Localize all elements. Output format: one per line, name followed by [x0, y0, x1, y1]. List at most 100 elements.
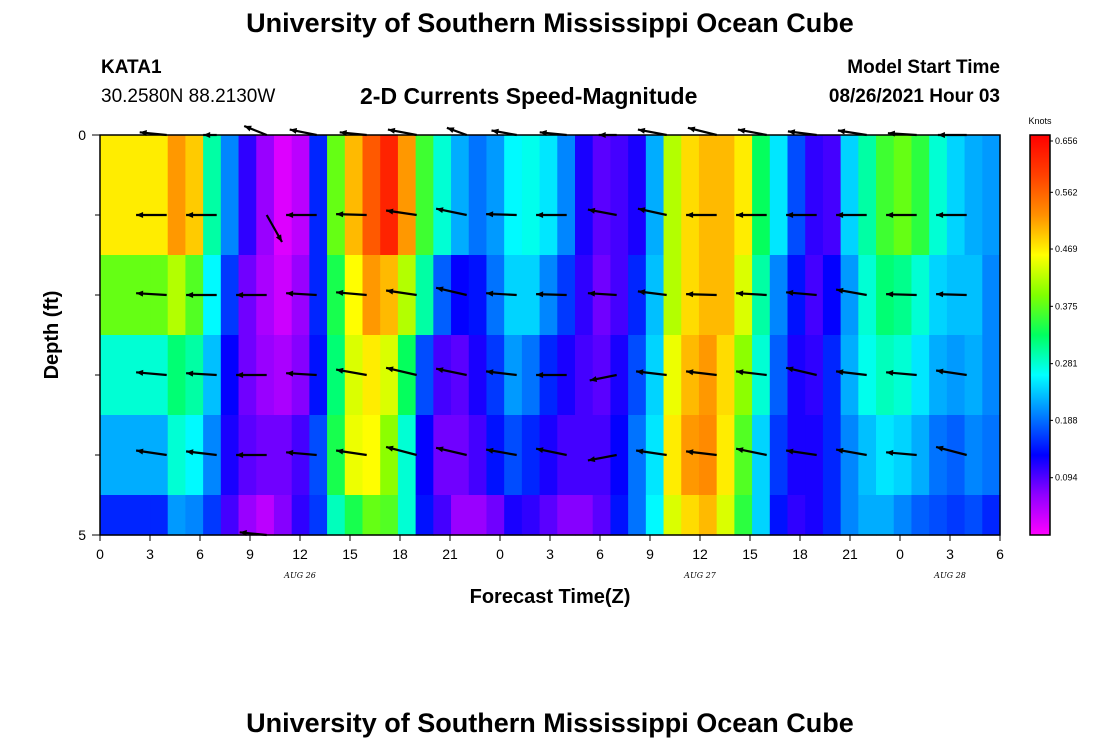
current-arrow [886, 291, 917, 298]
heatmap-cell [380, 255, 399, 336]
current-arrow [886, 369, 917, 377]
current-arrow [886, 449, 917, 457]
heatmap-cell [592, 175, 612, 256]
heatmap-cell [610, 495, 629, 536]
heatmap-cell [946, 415, 966, 496]
heatmap-cell [929, 335, 948, 416]
heatmap-cell [468, 415, 488, 496]
current-arrow [686, 291, 717, 298]
heatmap-cell [150, 415, 169, 496]
model-start-label: Model Start Time [847, 57, 1000, 78]
current-arrow [685, 449, 717, 457]
heatmap-cell [592, 415, 612, 496]
heatmap-cell [805, 495, 824, 536]
current-arrow [835, 369, 867, 377]
heatmap-cell [734, 415, 753, 496]
colorbar-tick-label: 0.281 [1055, 359, 1078, 369]
x-tick-label: 6 [196, 546, 204, 562]
heatmap-cell [592, 495, 612, 536]
colorbar-title: Knots [1028, 116, 1052, 126]
current-arrow [435, 446, 467, 457]
heatmap-cell [185, 415, 204, 496]
date-label: AUG 27 [683, 571, 717, 580]
heatmap-cell [100, 255, 151, 336]
colorbar-gradient [1029, 134, 1051, 536]
current-arrow [637, 207, 667, 217]
heatmap-cell [769, 255, 789, 336]
heatmap-cell [822, 135, 842, 176]
heatmap-cell [380, 135, 399, 176]
heatmap-cell [220, 255, 240, 336]
heatmap-cell [575, 415, 594, 496]
current-arrow [536, 372, 567, 378]
heatmap-cell [344, 255, 364, 336]
heatmap-cell [645, 255, 665, 336]
heatmap-cell [681, 495, 700, 536]
heatmap-cell [362, 255, 381, 336]
heatmap-cell [876, 415, 895, 496]
heatmap-cell [521, 135, 541, 176]
heatmap-cell [415, 255, 434, 336]
heatmap-cell [486, 335, 505, 416]
heatmap-cell [203, 495, 222, 536]
heatmap-cell [787, 135, 806, 176]
heatmap-cell [415, 335, 434, 416]
heatmap-cell [575, 255, 594, 336]
heatmap-cell [486, 135, 505, 176]
current-arrow [385, 445, 417, 457]
current-arrow [737, 127, 767, 137]
heatmap-cell [397, 495, 417, 536]
heatmap-cell [504, 135, 523, 176]
heatmap-cell [100, 135, 151, 176]
current-arrow [637, 127, 667, 137]
heatmap-cell [238, 135, 257, 176]
station-coordinates: 30.2580N 88.2130W [101, 86, 276, 107]
heatmap-cell [946, 495, 966, 536]
current-arrow [385, 288, 417, 297]
heatmap-cell [645, 135, 665, 176]
x-tick-label: 18 [392, 546, 408, 562]
heatmap-cell [167, 255, 187, 336]
heatmap-cell [380, 175, 399, 256]
current-arrow [687, 126, 717, 137]
current-speed-chart: 0 3 6 9 12 15 18 21 0 3 6 9 12 15 18 21 0 3 6 AUG 26 AUG 27 A… [41, 116, 1078, 608]
heatmap-cell [716, 415, 735, 496]
heatmap-cell [787, 255, 806, 336]
current-arrow [536, 212, 567, 218]
heatmap-cell [876, 175, 895, 256]
heatmap-cell [185, 135, 204, 176]
heatmap-cell [769, 495, 789, 536]
current-arrow [387, 127, 417, 137]
heatmap-cell [468, 495, 488, 536]
heatmap-cell [380, 495, 399, 536]
current-arrow [491, 128, 517, 137]
x-tick-label: 0 [896, 546, 904, 562]
heatmap-cell [610, 175, 629, 256]
heatmap-cell [752, 415, 771, 496]
heatmap-cell [539, 495, 558, 536]
heatmap-cell [362, 175, 381, 256]
heatmap-cell [433, 135, 452, 176]
heatmap-cell [344, 335, 364, 416]
x-tick-label: 3 [146, 546, 154, 562]
x-tick-label: 6 [996, 546, 1004, 562]
current-arrow [286, 370, 317, 377]
heatmap-cell [893, 135, 913, 176]
heatmap-cell [734, 335, 753, 416]
heatmap-cell [734, 255, 753, 336]
heatmap-cell [397, 335, 417, 416]
heatmap-cell [734, 135, 753, 176]
heatmap-cell [273, 415, 293, 496]
heatmap-cell [238, 175, 257, 256]
current-arrow [446, 126, 468, 137]
heatmap-cell [433, 495, 452, 536]
heatmap-cell [185, 495, 204, 536]
current-arrow [886, 212, 917, 218]
heatmap-cell [628, 135, 647, 176]
heatmap-cell [309, 255, 328, 336]
heatmap-cell [876, 335, 895, 416]
heatmap-cell [716, 175, 735, 256]
x-tick-label: 21 [442, 546, 458, 562]
heatmap-cell [822, 495, 842, 536]
heatmap-cell [486, 415, 505, 496]
